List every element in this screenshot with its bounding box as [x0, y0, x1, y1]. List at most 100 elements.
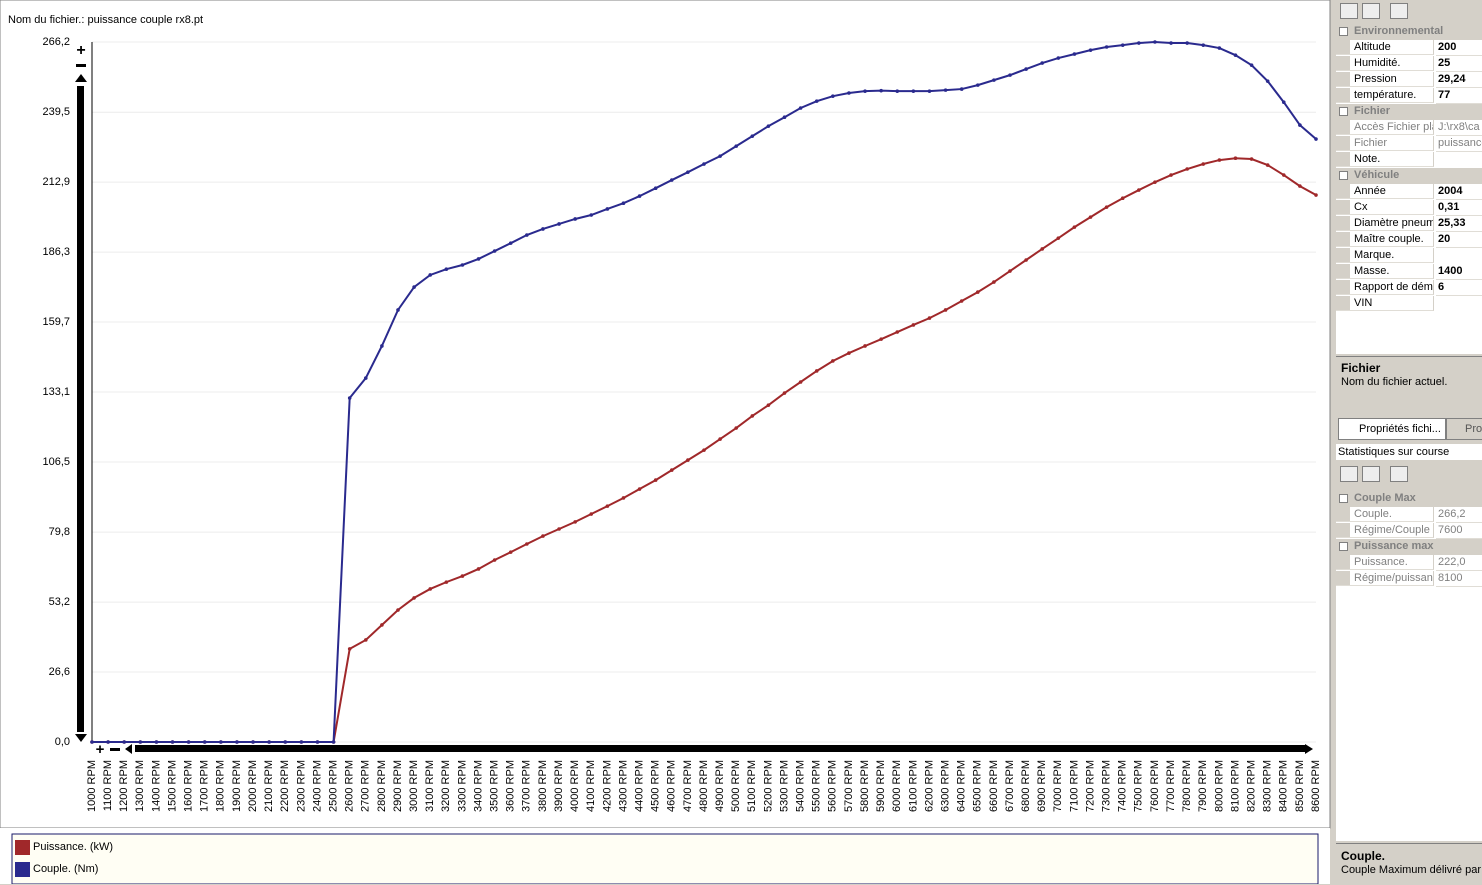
- point: [718, 154, 722, 158]
- property-value: 2004: [1436, 184, 1482, 200]
- y-scrollbar[interactable]: [77, 86, 84, 732]
- property-value: 7600: [1436, 523, 1482, 539]
- x-tick-label: 2000 RPM: [247, 760, 259, 812]
- point: [1265, 163, 1270, 167]
- x-tick-label: 1300 RPM: [134, 760, 146, 812]
- legend-label: Couple. (Nm): [33, 863, 98, 875]
- section-header: Couple Max: [1336, 491, 1482, 507]
- x-tick-label: 3300 RPM: [456, 760, 468, 812]
- property-value: 8100: [1436, 571, 1482, 587]
- point: [1201, 43, 1206, 47]
- x-tick-label: 5800 RPM: [859, 760, 871, 812]
- tab[interactable]: Pro: [1446, 418, 1482, 440]
- x-tick-label: 7400 RPM: [1117, 760, 1129, 812]
- x-tick-label: 1100 RPM: [102, 760, 114, 811]
- scroll-down[interactable]: [75, 734, 87, 742]
- point: [412, 596, 416, 600]
- point: [347, 647, 352, 651]
- point: [1314, 137, 1318, 141]
- point: [847, 351, 851, 355]
- categorized-button[interactable]: [1340, 3, 1358, 19]
- point: [1217, 46, 1222, 50]
- scroll-up[interactable]: [75, 74, 87, 82]
- scroll-left[interactable]: [125, 744, 132, 754]
- x-tick-label: 6900 RPM: [1036, 760, 1048, 812]
- point: [782, 115, 787, 120]
- point: [895, 89, 900, 93]
- point: [831, 94, 835, 98]
- description-pane: Fichier Nom du fichier actuel.: [1336, 356, 1482, 417]
- point: [283, 740, 288, 744]
- point: [1024, 67, 1028, 71]
- point: [363, 638, 368, 642]
- point: [202, 740, 207, 744]
- property-name: Maître couple.: [1336, 232, 1434, 247]
- point: [525, 233, 529, 237]
- point: [331, 740, 336, 744]
- property-name: Diamètre pneum: [1336, 216, 1434, 231]
- y-tick-label: 53,2: [49, 596, 70, 608]
- property-name: Régime/puissan: [1336, 571, 1434, 586]
- x-zoom-in[interactable]: +: [96, 741, 105, 758]
- scroll-right[interactable]: [1305, 744, 1313, 754]
- point: [380, 623, 384, 627]
- section-title: Véhicule: [1354, 169, 1400, 181]
- point: [299, 740, 304, 744]
- zoom-out[interactable]: [76, 64, 86, 67]
- point: [1314, 193, 1318, 197]
- x-tick-label: 7600 RPM: [1149, 760, 1161, 812]
- section-title: Puissance max: [1354, 540, 1434, 552]
- x-tick-label: 8400 RPM: [1278, 760, 1290, 812]
- point: [1088, 215, 1093, 219]
- x-tick-label: 8100 RPM: [1229, 760, 1241, 812]
- expander: [1339, 107, 1348, 116]
- zoom-in[interactable]: +: [76, 42, 85, 59]
- point: [669, 468, 674, 472]
- x-tick-label: 1000 RPM: [86, 760, 98, 812]
- point: [170, 740, 175, 744]
- y-tick-label: 159,7: [42, 316, 70, 328]
- point: [959, 299, 964, 303]
- sort-button[interactable]: [1362, 466, 1380, 482]
- x-tick-label: 8200 RPM: [1245, 760, 1257, 812]
- x-tick-label: 3400 RPM: [472, 760, 484, 812]
- property-row: Maître couple. 20: [1336, 232, 1482, 248]
- point: [1249, 157, 1254, 161]
- categorized-button[interactable]: [1340, 466, 1358, 482]
- sort-button[interactable]: [1362, 3, 1380, 19]
- point: [798, 106, 803, 110]
- point: [508, 241, 513, 245]
- point: [1104, 205, 1109, 209]
- x-tick-label: 5700 RPM: [843, 760, 855, 812]
- tab[interactable]: Propriétés fichi...: [1338, 418, 1446, 440]
- point: [943, 88, 948, 92]
- pages-button[interactable]: [1390, 3, 1408, 19]
- point: [492, 249, 497, 253]
- tab-label: Propriétés fichi...: [1359, 423, 1441, 435]
- x-tick-label: 2600 RPM: [344, 760, 356, 812]
- x-tick-label: 7100 RPM: [1068, 760, 1080, 812]
- point: [525, 542, 529, 546]
- point: [122, 740, 127, 744]
- toolbar: [1336, 0, 1482, 22]
- property-name: Pression: [1336, 72, 1434, 87]
- pages-button[interactable]: [1390, 466, 1408, 482]
- point: [315, 740, 320, 744]
- property-name: Marque.: [1336, 248, 1434, 263]
- x-tick-label: 7900 RPM: [1197, 760, 1209, 812]
- property-name: Humidité.: [1336, 56, 1434, 71]
- x-scrollbar[interactable]: [135, 745, 1305, 752]
- x-tick-label: 4800 RPM: [698, 760, 710, 812]
- property-value: 1400: [1436, 264, 1482, 280]
- point: [1137, 41, 1141, 45]
- point: [1233, 156, 1238, 161]
- point: [1056, 236, 1061, 240]
- property-row: Fichierpuissance: [1336, 136, 1482, 152]
- point: [1040, 247, 1045, 251]
- point: [363, 376, 368, 380]
- x-tick-label: 1700 RPM: [199, 760, 211, 812]
- section-header: Puissance max: [1336, 539, 1482, 555]
- x-zoom-out[interactable]: [110, 748, 120, 751]
- point: [186, 740, 191, 744]
- x-tick-label: 4700 RPM: [682, 760, 694, 812]
